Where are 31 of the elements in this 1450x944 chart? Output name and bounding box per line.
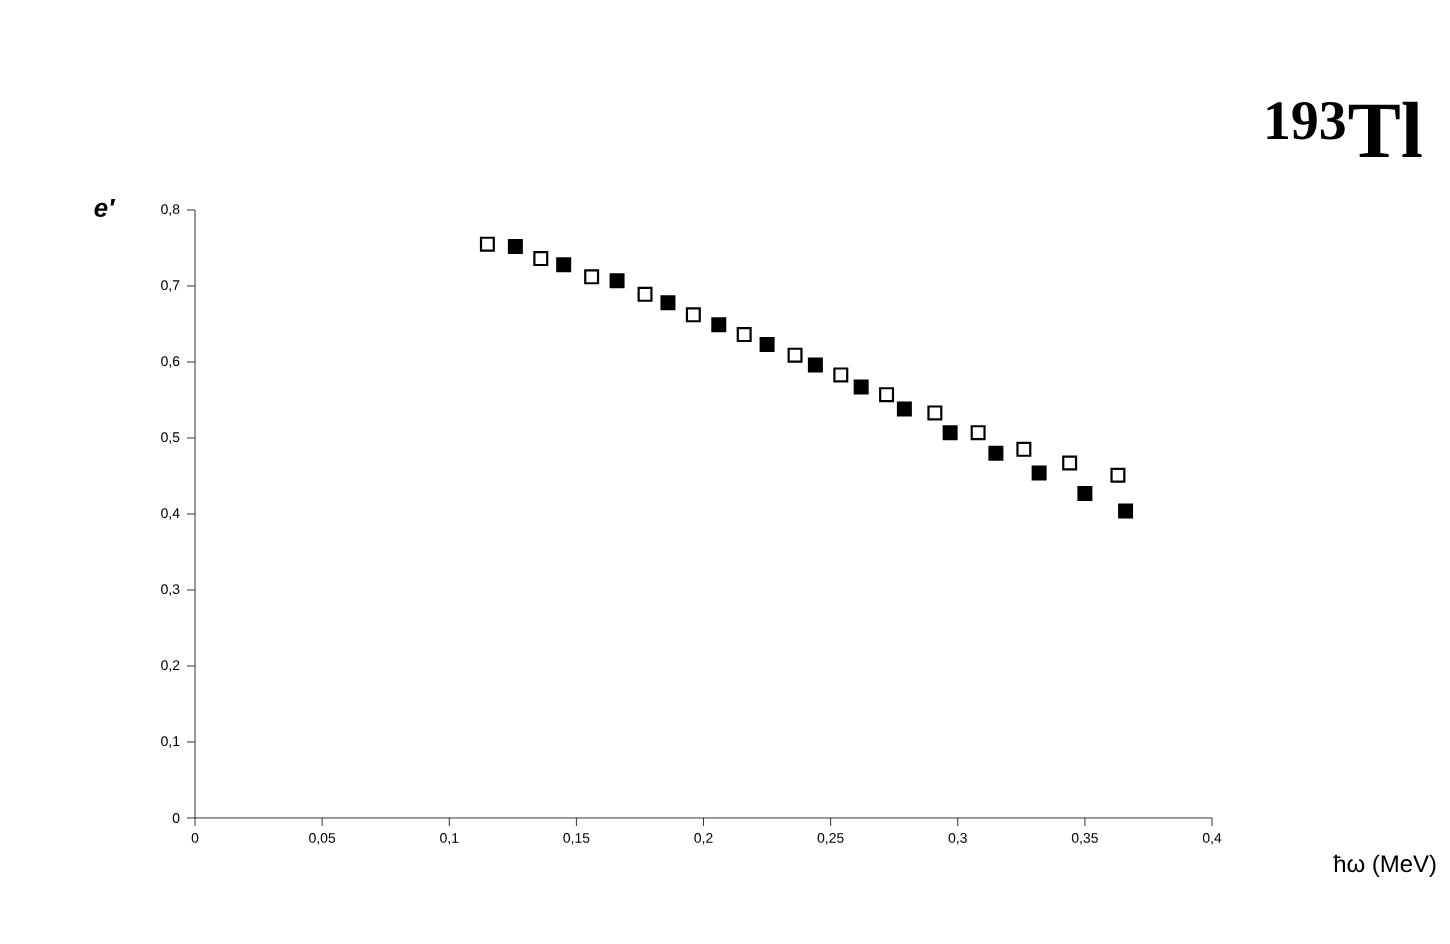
- point: [853, 379, 869, 395]
- point: [833, 367, 849, 383]
- point: [927, 405, 943, 421]
- point: [1110, 467, 1126, 483]
- point: [896, 401, 912, 417]
- point: [584, 269, 600, 285]
- point: [711, 317, 727, 333]
- point: [1062, 455, 1078, 471]
- y-axis-title: e′: [94, 198, 116, 218]
- point: [533, 251, 549, 267]
- point: [942, 425, 958, 441]
- point: [1031, 465, 1047, 481]
- point: [637, 286, 653, 302]
- point: [1118, 503, 1134, 519]
- point: [1077, 485, 1093, 501]
- point: [787, 347, 803, 363]
- point: [879, 387, 895, 403]
- point: [479, 236, 495, 252]
- point: [970, 425, 986, 441]
- point: [660, 295, 676, 311]
- point: [556, 257, 572, 273]
- point: [507, 238, 523, 254]
- point: [988, 445, 1004, 461]
- point: [1016, 441, 1032, 457]
- point: [609, 273, 625, 289]
- chart-title: $^{193}$Tl: [1267, 101, 1422, 157]
- point: [736, 327, 752, 343]
- x-axis-title: ħω (MeV): [1333, 854, 1436, 877]
- point: [685, 307, 701, 323]
- point: [759, 336, 775, 352]
- point: [807, 357, 823, 373]
